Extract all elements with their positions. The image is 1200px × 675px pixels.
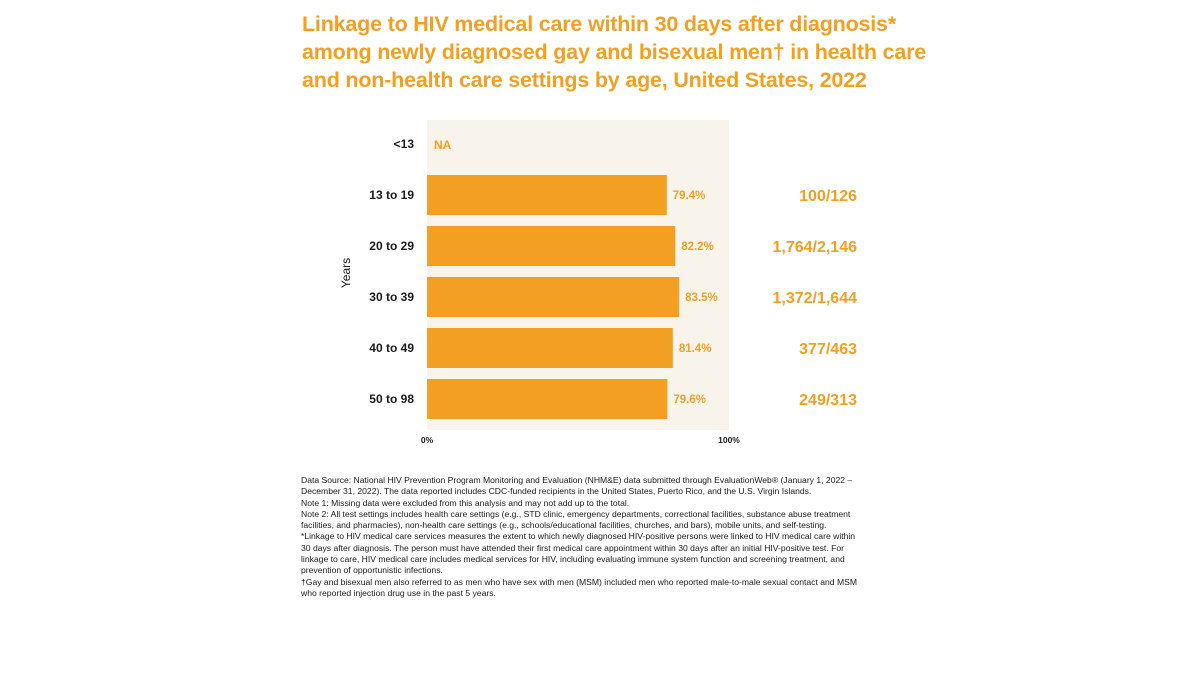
data-label-na: NA <box>434 138 452 152</box>
ratio-label: 1,372/1,644 <box>772 290 857 307</box>
bar-chart: <13 NA 13 to 19 79.4% 100/126 20 to 29 82.2% 1,… <box>339 120 857 445</box>
category-label: 50 to 98 <box>369 392 414 406</box>
ratio-label: 377/463 <box>799 341 857 358</box>
data-label: 79.4% <box>673 190 706 202</box>
title-line-2: among newly diagnosed gay and bisexual m… <box>302 40 927 64</box>
footnotes: Data Source: National HIV Prevention Pro… <box>301 475 861 599</box>
ratio-label: 249/313 <box>799 392 857 409</box>
data-label: 82.2% <box>681 241 714 253</box>
ratio-label: 100/126 <box>799 188 857 205</box>
chart-title: Linkage to HIV medical care within 30 da… <box>302 10 927 94</box>
note-2: Note 2: All test settings includes healt… <box>301 508 851 531</box>
x-tick-label: 100% <box>718 435 740 445</box>
y-axis-label: Years <box>339 258 353 288</box>
plot-background <box>427 120 729 430</box>
title-line-3: and non-health care settings by age, Uni… <box>302 68 867 92</box>
bar <box>427 328 673 368</box>
ratio-label: 1,764/2,146 <box>772 239 857 256</box>
bar <box>427 226 676 266</box>
data-label: 81.4% <box>679 343 712 355</box>
category-label: 40 to 49 <box>369 341 414 355</box>
bar <box>427 277 680 317</box>
x-tick-label: 0% <box>421 435 434 445</box>
note-1: Note 1: Missing data were excluded from … <box>301 497 630 508</box>
note-linkage: *Linkage to HIV medical care services me… <box>301 531 856 576</box>
data-label: 83.5% <box>685 292 718 304</box>
title-line-1: Linkage to HIV medical care within 30 da… <box>302 12 896 36</box>
category-label: 20 to 29 <box>369 239 414 253</box>
category-label: <13 <box>394 137 415 151</box>
bar <box>427 175 667 215</box>
category-label: 30 to 39 <box>369 290 414 304</box>
category-label: 13 to 19 <box>369 188 414 202</box>
data-label: 79.6% <box>673 394 706 406</box>
note-data-source: Data Source: National HIV Prevention Pro… <box>301 475 853 497</box>
bar <box>427 379 668 419</box>
note-msm: †Gay and bisexual men also referred to a… <box>301 576 857 598</box>
